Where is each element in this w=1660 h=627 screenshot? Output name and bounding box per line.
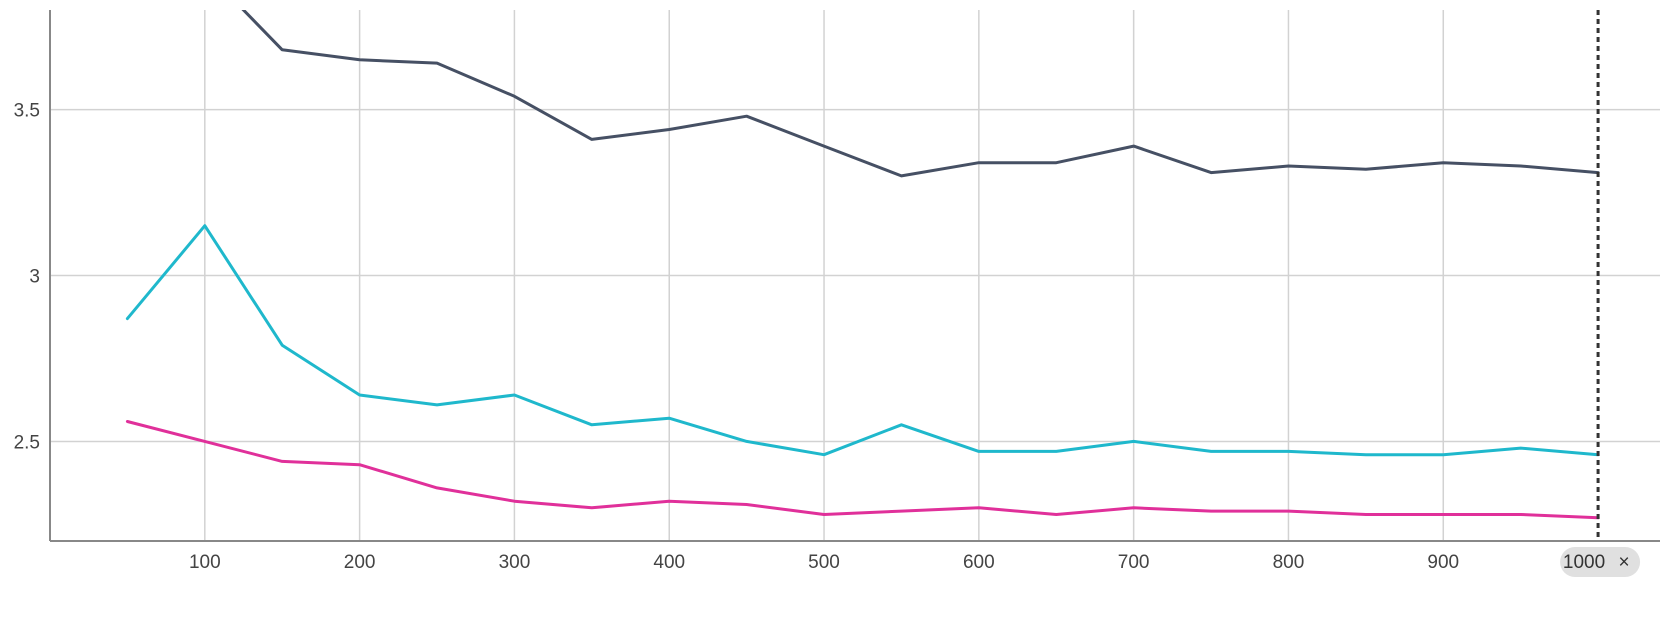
x-tick-label: 500 — [808, 552, 840, 573]
x-tick-label: 300 — [499, 552, 531, 573]
x-tick-label: 800 — [1273, 552, 1305, 573]
axes — [49, 10, 1660, 542]
x-tick-label: 600 — [963, 552, 995, 573]
x-tick-label: 900 — [1427, 552, 1459, 573]
series-line-2 — [125, 224, 1600, 457]
y-tick-label: 2.5 — [14, 432, 40, 453]
series-line-1 — [241, 10, 1600, 178]
series-group — [125, 10, 1600, 520]
cursor[interactable]: 1000 × — [1560, 10, 1641, 577]
series-line-3 — [125, 420, 1600, 520]
close-icon[interactable]: × — [1619, 552, 1630, 573]
tick-labels: 100 200 300 400 500 600 700 800 900 2.5 3 3.5 — [14, 101, 1460, 573]
grid — [50, 10, 1660, 541]
cursor-chip[interactable] — [1560, 547, 1641, 577]
x-tick-label: 100 — [189, 552, 221, 573]
y-tick-label: 3 — [29, 267, 40, 288]
y-tick-label: 3.5 — [14, 101, 40, 122]
x-tick-label: 400 — [653, 552, 685, 573]
x-tick-label: 200 — [344, 552, 376, 573]
cursor-chip-label: 1000 — [1563, 552, 1605, 573]
x-tick-label: 700 — [1118, 552, 1150, 573]
